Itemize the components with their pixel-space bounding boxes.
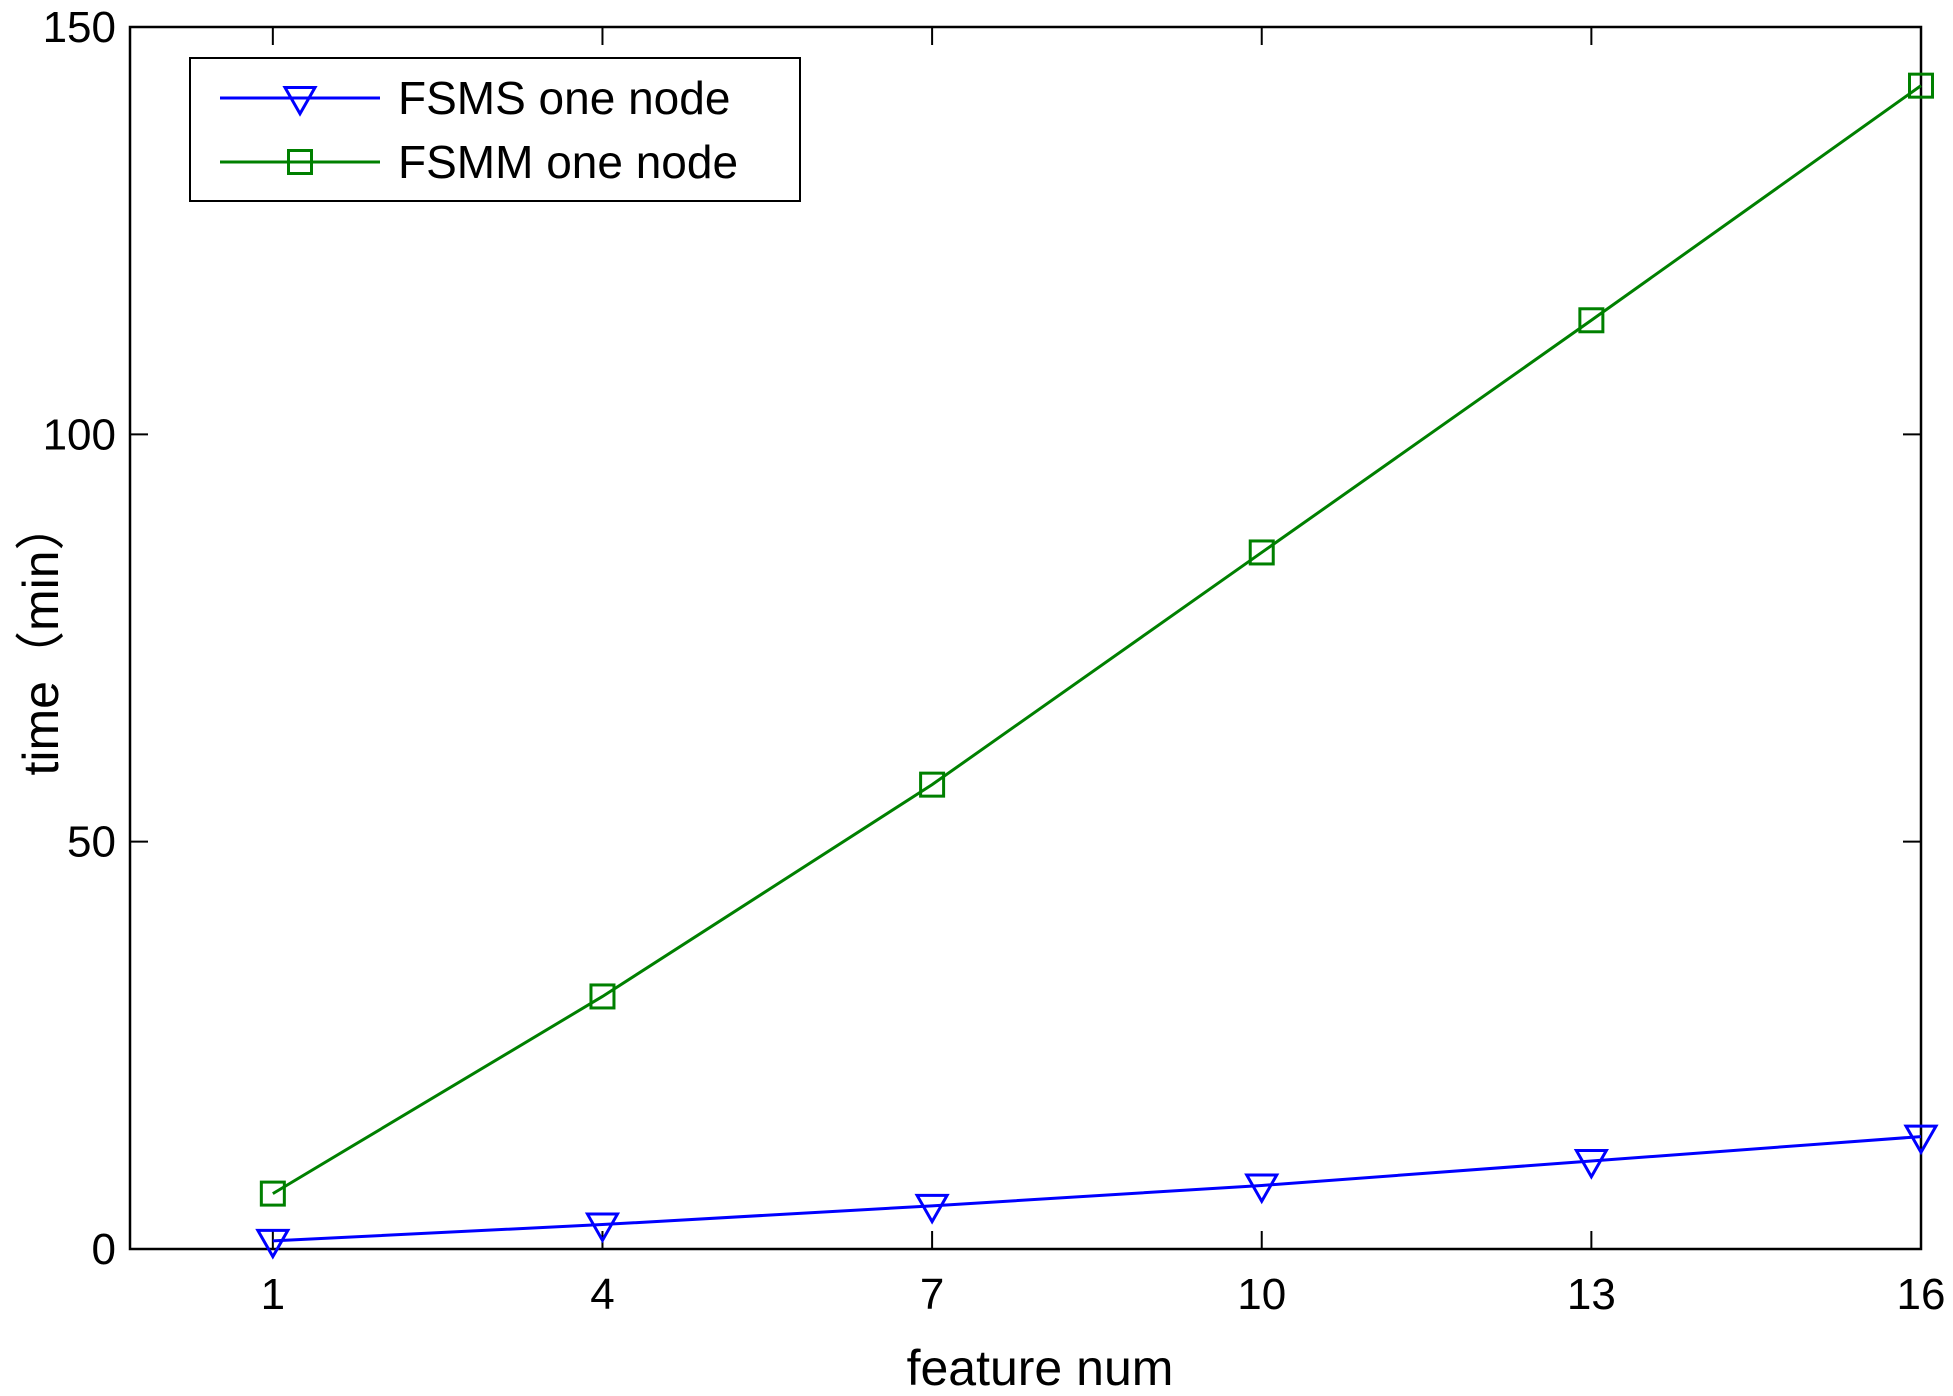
data-point bbox=[1573, 1149, 1609, 1180]
data-point bbox=[1248, 539, 1275, 566]
legend-label: FSMS one node bbox=[398, 72, 730, 124]
legend-item: FSMS one node bbox=[220, 72, 730, 124]
y-tick-label: 150 bbox=[43, 3, 116, 52]
x-tick-label: 7 bbox=[920, 1270, 944, 1319]
y-tick-label: 100 bbox=[43, 410, 116, 459]
x-axis-ticks: 1 4 7 10 13 16 bbox=[261, 27, 1946, 1319]
legend-label: FSMM one node bbox=[398, 136, 738, 188]
x-tick-label: 10 bbox=[1237, 1270, 1286, 1319]
series-fsmm-one-node bbox=[259, 72, 1934, 1207]
x-tick-label: 13 bbox=[1567, 1270, 1616, 1319]
y-axis-label: time（min） bbox=[13, 500, 69, 775]
x-tick-label: 1 bbox=[261, 1270, 285, 1319]
data-point bbox=[255, 1228, 291, 1260]
legend-item: FSMM one node bbox=[220, 136, 738, 188]
data-point bbox=[1908, 72, 1934, 99]
data-point bbox=[914, 1193, 950, 1225]
legend-box bbox=[189, 57, 801, 202]
legend-marker bbox=[282, 86, 318, 117]
data-point bbox=[919, 771, 946, 798]
data-point bbox=[1903, 1124, 1939, 1156]
y-tick-label: 0 bbox=[92, 1225, 116, 1274]
y-tick-label: 50 bbox=[67, 818, 116, 867]
legend-marker bbox=[287, 149, 313, 175]
y-axis-ticks: 0 50 100 150 bbox=[43, 3, 1921, 1274]
plot-area bbox=[128, 25, 1923, 1251]
x-tick-label: 4 bbox=[590, 1270, 614, 1319]
data-point bbox=[1244, 1173, 1280, 1205]
series-line bbox=[272, 1135, 1922, 1243]
x-tick-label: 16 bbox=[1897, 1270, 1946, 1319]
series-layer bbox=[255, 72, 1939, 1260]
data-point bbox=[1578, 307, 1605, 334]
series-fsms-one-node bbox=[255, 1124, 1939, 1260]
data-point bbox=[259, 1180, 286, 1207]
data-point bbox=[584, 1212, 621, 1244]
series-line bbox=[272, 84, 1922, 1195]
data-point bbox=[589, 983, 616, 1010]
x-axis-label: feature num bbox=[907, 1340, 1174, 1396]
legend: FSMS one node FSMM one node bbox=[189, 57, 801, 202]
